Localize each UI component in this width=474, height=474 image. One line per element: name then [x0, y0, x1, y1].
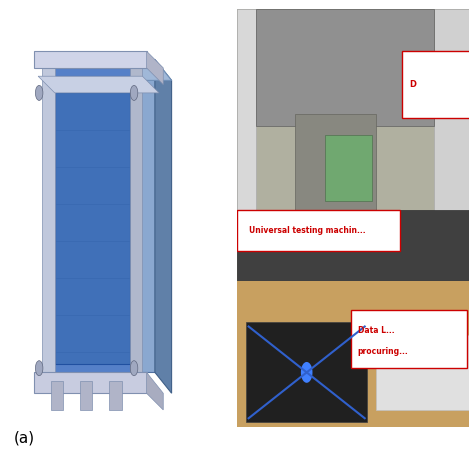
Text: Data L...: Data L... [358, 326, 394, 335]
FancyBboxPatch shape [246, 322, 367, 422]
FancyBboxPatch shape [109, 381, 121, 410]
FancyBboxPatch shape [237, 9, 255, 239]
Circle shape [130, 85, 138, 100]
Polygon shape [130, 64, 142, 385]
Text: D: D [409, 80, 416, 89]
FancyBboxPatch shape [80, 381, 92, 410]
FancyBboxPatch shape [434, 9, 469, 239]
FancyBboxPatch shape [34, 373, 146, 393]
Polygon shape [146, 373, 163, 410]
FancyBboxPatch shape [237, 210, 400, 251]
FancyBboxPatch shape [351, 310, 467, 368]
Polygon shape [63, 60, 155, 373]
Polygon shape [63, 60, 172, 81]
FancyBboxPatch shape [237, 9, 469, 427]
Polygon shape [146, 51, 163, 84]
Polygon shape [155, 60, 172, 393]
FancyBboxPatch shape [34, 51, 146, 68]
FancyBboxPatch shape [237, 210, 469, 301]
Text: (a): (a) [14, 430, 36, 446]
FancyBboxPatch shape [237, 281, 469, 427]
Circle shape [36, 85, 43, 100]
FancyBboxPatch shape [325, 135, 372, 201]
FancyBboxPatch shape [51, 381, 63, 410]
Circle shape [36, 361, 43, 376]
Text: procuring...: procuring... [358, 347, 409, 356]
Polygon shape [55, 76, 130, 364]
Circle shape [130, 361, 138, 376]
FancyBboxPatch shape [376, 335, 469, 410]
FancyBboxPatch shape [402, 51, 472, 118]
Text: Universal testing machin...: Universal testing machin... [248, 226, 365, 235]
Polygon shape [38, 76, 159, 93]
FancyBboxPatch shape [255, 9, 434, 126]
Polygon shape [42, 64, 55, 385]
Polygon shape [46, 64, 138, 376]
Circle shape [301, 362, 312, 383]
FancyBboxPatch shape [295, 114, 376, 218]
